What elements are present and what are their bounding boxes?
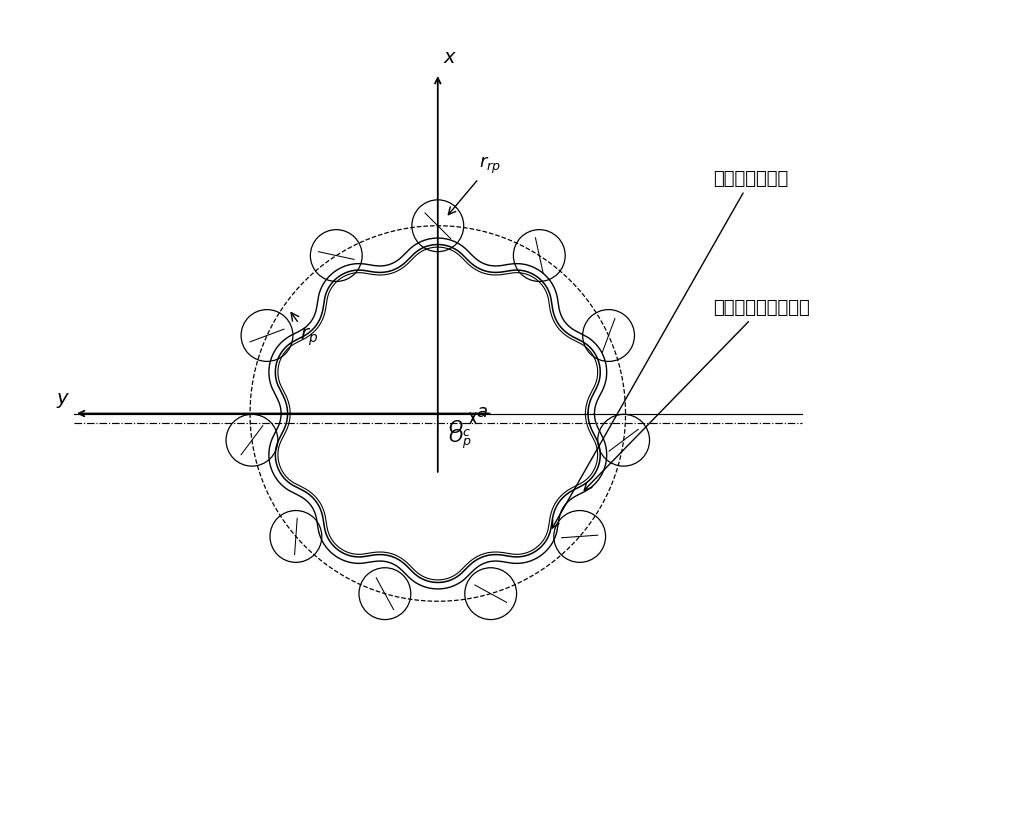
Text: $O_p$: $O_p$	[449, 428, 472, 451]
Text: 等距加移距修形齿廓: 等距加移距修形齿廓	[584, 299, 811, 490]
Text: 标准摆线轮齿廓: 标准摆线轮齿廓	[552, 170, 789, 528]
Text: $O_c$: $O_c$	[449, 418, 472, 438]
Text: x: x	[444, 48, 455, 67]
Text: $r_{rp}$: $r_{rp}$	[449, 155, 500, 215]
Text: $r_p$: $r_p$	[292, 313, 317, 348]
Text: y: y	[57, 390, 68, 409]
Text: $a$: $a$	[476, 404, 488, 421]
